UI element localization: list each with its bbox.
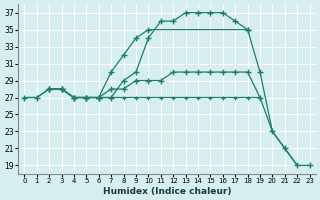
X-axis label: Humidex (Indice chaleur): Humidex (Indice chaleur) <box>103 187 231 196</box>
